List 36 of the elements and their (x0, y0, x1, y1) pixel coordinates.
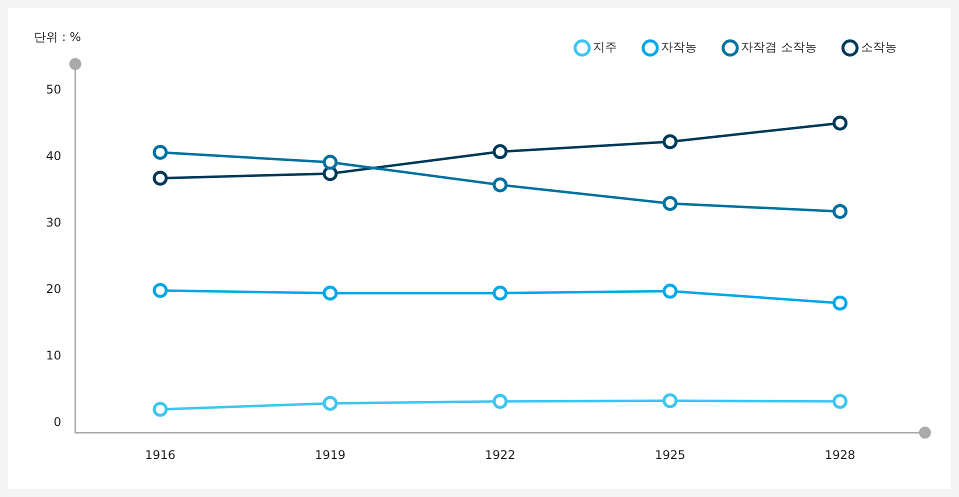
y-tick-label: 50 (46, 82, 62, 97)
x-tick-label: 1922 (484, 448, 516, 462)
y-tick-label: 10 (46, 348, 62, 362)
point (832, 394, 848, 409)
point (322, 286, 338, 301)
legend-label: 지주 (593, 40, 618, 54)
x-tick-label: 1916 (144, 448, 176, 462)
point (492, 286, 508, 301)
point (662, 284, 678, 299)
y-axis-title: 단위 : % (34, 30, 82, 44)
point (322, 396, 338, 411)
legend-label: 자작겸 소작농 (741, 40, 818, 54)
point (152, 402, 168, 417)
point (492, 144, 508, 160)
point (322, 166, 338, 182)
x-tick-label: 1928 (824, 448, 856, 462)
point (492, 394, 508, 409)
point (662, 196, 678, 211)
y-tick-label: 20 (46, 282, 62, 296)
point (322, 154, 338, 170)
point (662, 134, 678, 150)
point (152, 170, 168, 186)
x-tick-label: 1925 (654, 448, 686, 462)
y-tick-label: 30 (46, 216, 62, 230)
legend-label: 자작농 (661, 40, 698, 54)
y-tick-label: 0 (54, 414, 62, 429)
x-tick-label: 1919 (314, 448, 346, 462)
point (492, 177, 508, 192)
point (662, 393, 678, 408)
legend-label: 소작농 (861, 40, 897, 54)
point (832, 116, 848, 131)
point (152, 144, 168, 160)
point (152, 282, 168, 298)
point (832, 204, 848, 219)
point (832, 296, 848, 311)
y-tick-label: 40 (46, 149, 62, 164)
